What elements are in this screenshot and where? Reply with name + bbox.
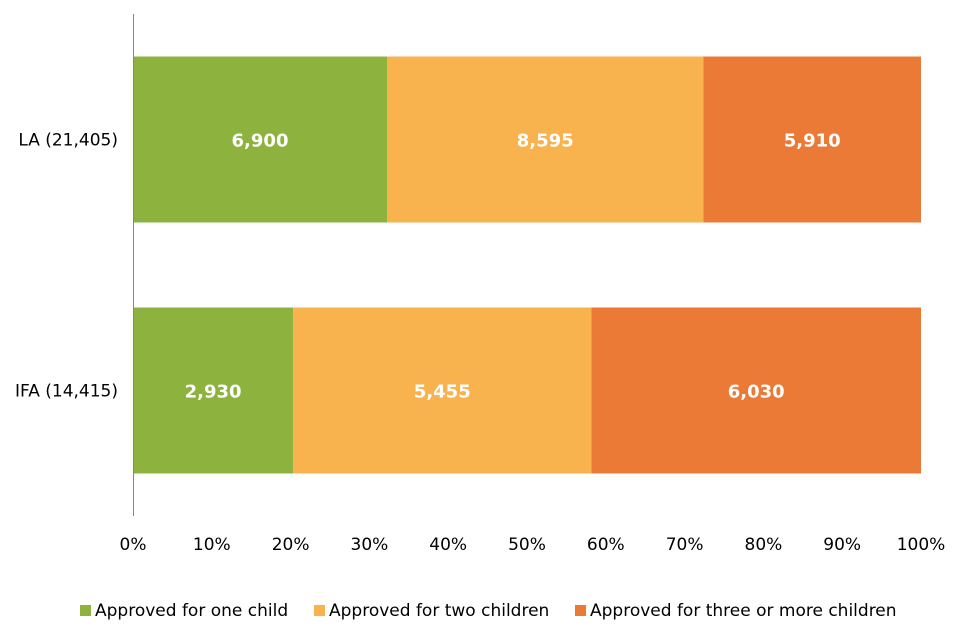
bar-segment [133, 307, 294, 474]
legend-swatch [314, 605, 325, 616]
axis-layer: LA (21,405) IFA (14,415) 0% 10% 20% 30% 40% 50%… [15, 14, 945, 555]
category-label: LA (21,405) [18, 131, 118, 151]
bar-segment [703, 56, 921, 223]
data-label: 5,455 [414, 382, 471, 403]
legend-label: Approved for two children [329, 601, 549, 621]
category-label: IFA (14,415) [15, 382, 118, 402]
data-label: 8,595 [517, 131, 574, 152]
x-tick-label: 50% [508, 535, 546, 555]
x-tick-label: 0% [120, 535, 147, 555]
bar-segment [591, 307, 921, 474]
bars-layer: 6,900 8,595 5,910 2,930 5,455 6,030 [133, 56, 921, 474]
legend-label: Approved for one child [95, 601, 288, 621]
legend-swatch [575, 605, 586, 616]
x-tick-label: 40% [429, 535, 467, 555]
x-tick-label: 90% [823, 535, 861, 555]
data-label: 5,910 [784, 131, 841, 152]
x-tick-label: 70% [666, 535, 704, 555]
legend-swatch [80, 605, 91, 616]
x-tick-label: 80% [745, 535, 783, 555]
x-tick-label: 10% [193, 535, 231, 555]
data-label: 2,930 [185, 382, 242, 403]
bar-segment [387, 56, 704, 223]
legend: Approved for one child Approved for two c… [80, 601, 897, 621]
data-label: 6,900 [232, 131, 289, 152]
bar-segment [133, 56, 388, 223]
bar-segment [293, 307, 592, 474]
x-tick-label: 60% [587, 535, 625, 555]
data-label: 6,030 [728, 382, 785, 403]
legend-label: Approved for three or more children [590, 601, 897, 621]
x-tick-label: 20% [272, 535, 310, 555]
x-tick-label: 100% [897, 535, 946, 555]
x-tick-label: 30% [351, 535, 389, 555]
